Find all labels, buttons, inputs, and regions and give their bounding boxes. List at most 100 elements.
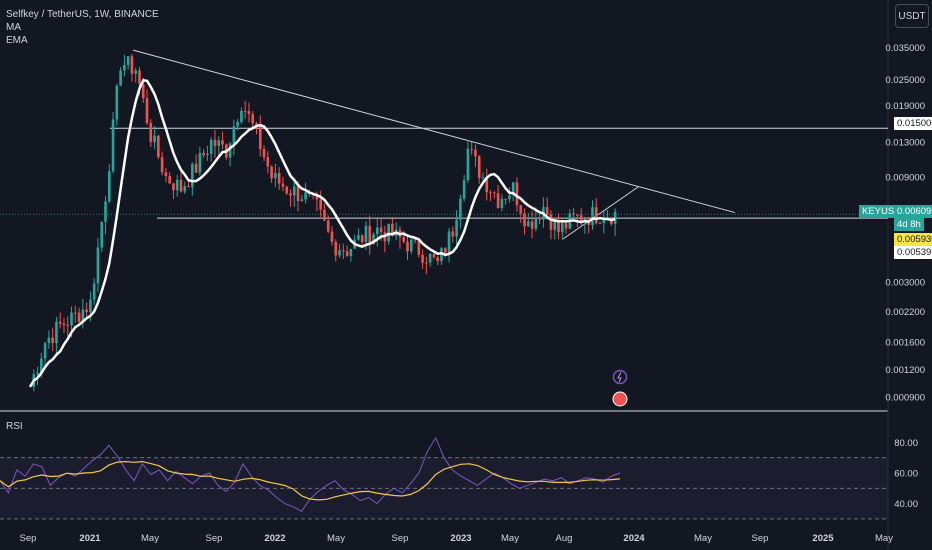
candle-body	[175, 179, 179, 191]
candle-body	[126, 56, 130, 65]
candle-body	[594, 207, 598, 224]
candle-body	[274, 172, 277, 179]
candle-body	[81, 309, 85, 323]
candle-body	[277, 172, 281, 184]
candle-body	[258, 125, 262, 150]
candle-body	[77, 312, 81, 323]
candle-body	[428, 254, 432, 263]
candle-body	[534, 217, 538, 229]
candle-body	[538, 217, 541, 220]
candle-body	[432, 254, 436, 258]
candle-body	[58, 321, 62, 324]
candle-body	[262, 149, 266, 158]
candle-body	[130, 56, 134, 74]
candle-body	[440, 248, 443, 262]
candle-body	[511, 182, 515, 196]
candle-body	[417, 239, 421, 255]
candle-body	[191, 163, 194, 187]
price-tick-label: 0.035000	[885, 43, 925, 54]
candle-body	[55, 321, 58, 343]
time-tick-label: Sep	[20, 533, 37, 544]
candle-body	[255, 123, 258, 126]
candle-body	[149, 123, 153, 143]
candle-body	[187, 186, 190, 188]
candle-body	[560, 223, 564, 233]
candle-body	[545, 207, 549, 215]
candle-body	[323, 209, 326, 221]
currency-button[interactable]: USDT	[895, 4, 929, 28]
candle-body	[591, 207, 594, 226]
candle-body	[527, 221, 530, 227]
candle-body	[232, 126, 236, 144]
candle-body	[115, 85, 119, 120]
price-tick-label: 0.009000	[885, 173, 925, 184]
candle-body	[228, 143, 232, 158]
candle-body	[292, 186, 296, 196]
candle-body	[217, 140, 221, 146]
time-tick-label: 2023	[450, 533, 471, 544]
candle-body	[319, 199, 322, 210]
level-tag-0015: 0.015000	[894, 117, 932, 130]
candle-body	[247, 111, 251, 115]
candle-body	[198, 152, 202, 173]
time-tick-label: 2025	[812, 533, 834, 544]
candle-body	[213, 139, 217, 146]
candle-body	[342, 250, 345, 252]
candle-body	[326, 220, 330, 232]
symbol-title[interactable]: Selfkey / TetherUS, 1W, BINANCE	[6, 9, 159, 20]
candle-body	[134, 70, 137, 74]
candle-body	[485, 177, 489, 193]
candle-body	[96, 247, 100, 284]
candle-body	[576, 214, 579, 216]
candle-body	[85, 309, 88, 313]
ma-indicator-label[interactable]: MA	[6, 22, 21, 33]
candle-body	[530, 221, 534, 229]
candle-body	[160, 157, 164, 173]
price-tick-label: 0.013000	[885, 137, 925, 148]
candle-body	[425, 262, 428, 264]
candle-body	[304, 192, 307, 200]
candle-body	[164, 172, 168, 177]
time-tick-label: May	[501, 533, 519, 544]
price-tick-label: 0.025000	[885, 75, 925, 86]
ema-indicator-label[interactable]: EMA	[6, 35, 28, 46]
ema-value-tag: 0.005397	[894, 246, 932, 259]
candle-body	[523, 213, 526, 227]
candle-body	[602, 219, 606, 223]
candle-body	[179, 179, 183, 192]
candle-body	[402, 237, 406, 242]
time-tick-label: Sep	[392, 533, 409, 544]
candle-body	[240, 110, 243, 123]
rsi-indicator-label[interactable]: RSI	[6, 421, 23, 432]
candle-body	[391, 223, 394, 236]
time-tick-label: 2022	[264, 533, 285, 544]
rsi-pane	[0, 436, 888, 520]
candle-body	[443, 248, 447, 253]
candle-body	[119, 70, 122, 86]
candle-body	[564, 223, 568, 229]
price-tick-label: 0.002200	[885, 307, 925, 318]
grid-layer	[0, 0, 889, 550]
candle-body	[123, 64, 126, 71]
candle-body	[100, 221, 104, 248]
candle-body	[345, 251, 349, 256]
candle-body	[349, 248, 353, 256]
candle-body	[194, 163, 198, 173]
lightning-event-icon	[612, 369, 628, 385]
candle-body	[515, 182, 519, 206]
candle-body	[557, 219, 560, 233]
price-tick-label: 0.003000	[885, 277, 925, 288]
candle-body	[372, 234, 375, 245]
time-tick-label: Sep	[206, 533, 223, 544]
candle-body	[508, 195, 511, 200]
candle-body	[504, 198, 507, 200]
candle-body	[357, 235, 360, 240]
candle-body	[270, 166, 273, 179]
candle-body	[66, 324, 70, 326]
candle-body	[172, 183, 175, 191]
candle-body	[153, 135, 156, 143]
candle-body	[413, 239, 417, 241]
candle-body	[549, 214, 553, 230]
candle-body	[496, 193, 500, 208]
